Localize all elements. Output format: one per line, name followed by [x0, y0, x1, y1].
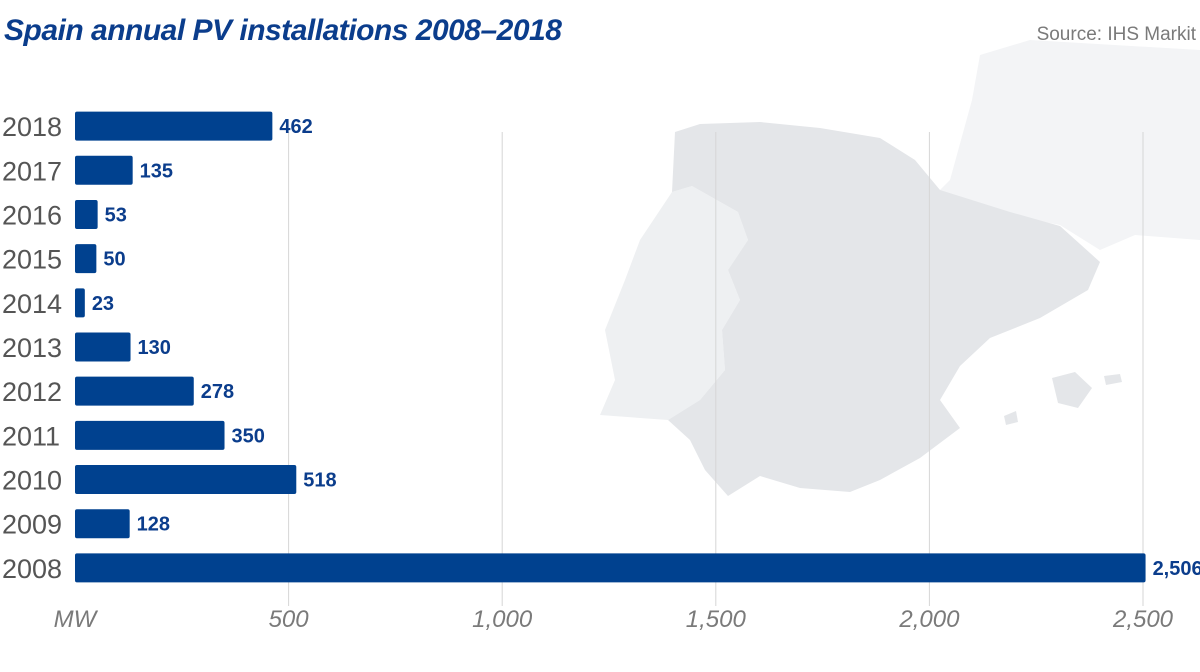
tick-label-2000: 2,000 [898, 606, 960, 633]
value-label-2015: 50 [103, 249, 125, 271]
map-menorca [1104, 374, 1122, 385]
bars [75, 111, 1146, 583]
bar-2015 [75, 244, 97, 274]
map-france-region [935, 40, 1200, 250]
bar-2016 [75, 199, 98, 229]
x-axis-tick-labels: MW 500 1,000 1,500 2,000 2,500 [54, 606, 1174, 633]
tick-label-500: 500 [269, 606, 310, 633]
bar-2014 [75, 288, 85, 318]
category-label-2014: 2014 [2, 289, 62, 319]
category-label-2016: 2016 [2, 200, 62, 230]
category-label-2012: 2012 [2, 377, 62, 407]
chart-title: Spain annual PV installations 2008–2018 [4, 14, 562, 47]
value-labels: 462 135 53 50 23 130 278 350 518 128 2,506 [92, 116, 1200, 580]
value-label-2012: 278 [201, 381, 234, 403]
bar-2017 [75, 155, 133, 185]
tick-label-0: MW [54, 606, 99, 633]
category-label-2015: 2015 [2, 245, 62, 275]
value-label-2011: 350 [232, 425, 265, 447]
category-label-2011: 2011 [2, 421, 60, 451]
value-label-2010: 518 [303, 470, 336, 492]
tick-label-1500: 1,500 [686, 606, 747, 633]
category-label-2008: 2008 [2, 554, 62, 584]
value-label-2013: 130 [138, 337, 171, 359]
bar-2011 [75, 420, 225, 450]
background-map-of-iberia [600, 40, 1200, 496]
bar-2013 [75, 332, 131, 362]
source-credit: Source: IHS Markit [1036, 24, 1196, 45]
category-label-2010: 2010 [2, 466, 62, 496]
tick-label-1000: 1,000 [472, 606, 533, 633]
bar-2018 [75, 111, 273, 141]
value-label-2008: 2,506 [1153, 558, 1200, 580]
value-label-2016: 53 [105, 204, 127, 226]
value-label-2018: 462 [279, 116, 312, 138]
map-mallorca [1052, 372, 1092, 408]
category-label-2009: 2009 [2, 510, 62, 540]
value-label-2017: 135 [140, 160, 173, 182]
bar-2012 [75, 376, 194, 406]
map-portugal-region [600, 186, 748, 420]
bar-2009 [75, 509, 130, 539]
category-labels: 2018 2017 2016 2015 2014 2013 2012 2011 2010 2009… [2, 112, 62, 584]
category-label-2018: 2018 [2, 112, 62, 142]
gridlines [288, 132, 1144, 606]
value-label-2009: 128 [137, 514, 170, 536]
map-ibiza [1004, 411, 1018, 425]
category-label-2013: 2013 [2, 333, 62, 363]
bar-2010 [75, 465, 297, 495]
bar-2008 [75, 553, 1146, 583]
value-label-2014: 23 [92, 293, 114, 315]
tick-label-2500: 2,500 [1112, 606, 1174, 633]
map-spain-mainland [668, 122, 1100, 496]
category-label-2017: 2017 [2, 156, 62, 186]
